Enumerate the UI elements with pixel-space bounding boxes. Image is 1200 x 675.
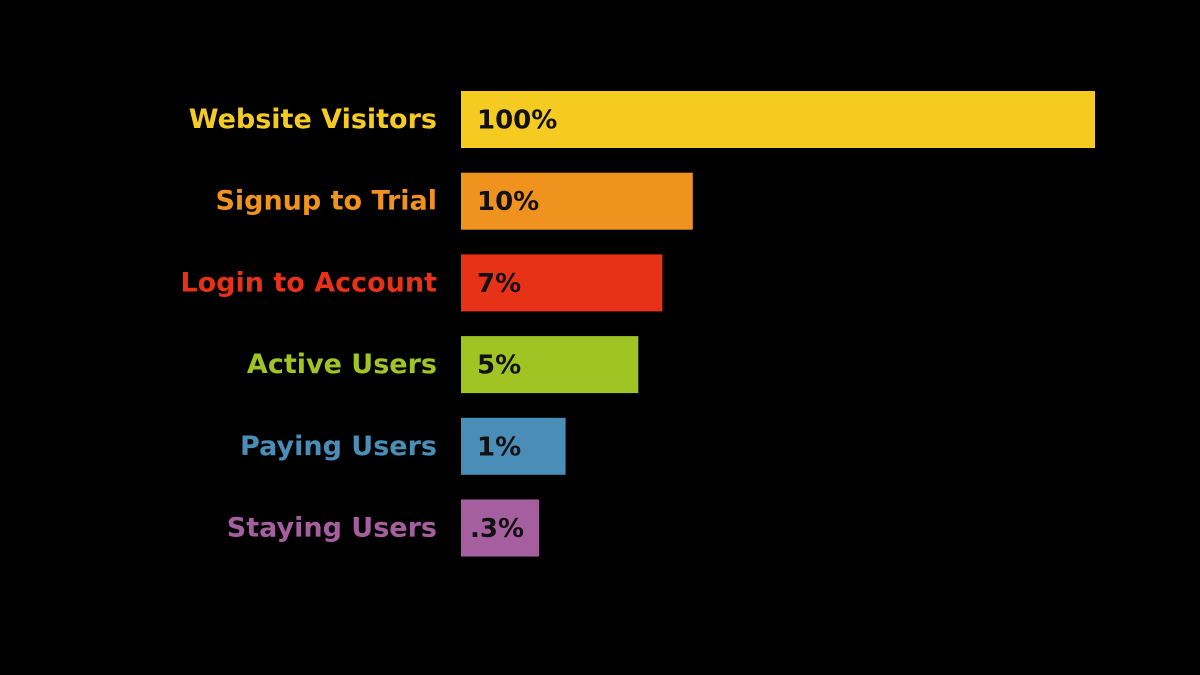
- category-label-staying-users: Staying Users: [227, 513, 437, 544]
- value-label-paying-users: 1%: [477, 432, 521, 462]
- category-label-active-users: Active Users: [247, 349, 437, 380]
- value-label-login-to-account: 7%: [477, 269, 521, 299]
- category-label-login-to-account: Login to Account: [180, 267, 437, 298]
- value-label-signup-to-trial: 10%: [477, 187, 539, 217]
- chart-rows: Website Visitors 100% Signup to Trial 10% Lo…: [180, 91, 1095, 557]
- category-label-signup-to-trial: Signup to Trial: [215, 186, 437, 217]
- category-label-website-visitors: Website Visitors: [189, 104, 437, 135]
- bar-staying-users: [461, 499, 539, 557]
- value-label-active-users: 5%: [477, 351, 521, 381]
- category-label-paying-users: Paying Users: [240, 431, 437, 462]
- bar-paying-users: [461, 417, 566, 475]
- bar-signup-to-trial: [461, 172, 693, 230]
- bar-website-visitors: [461, 91, 1095, 148]
- value-label-staying-users: .3%: [470, 514, 524, 544]
- value-label-website-visitors: 100%: [477, 106, 557, 136]
- bar-active-users: [461, 336, 639, 394]
- bar-login-to-account: [461, 254, 663, 312]
